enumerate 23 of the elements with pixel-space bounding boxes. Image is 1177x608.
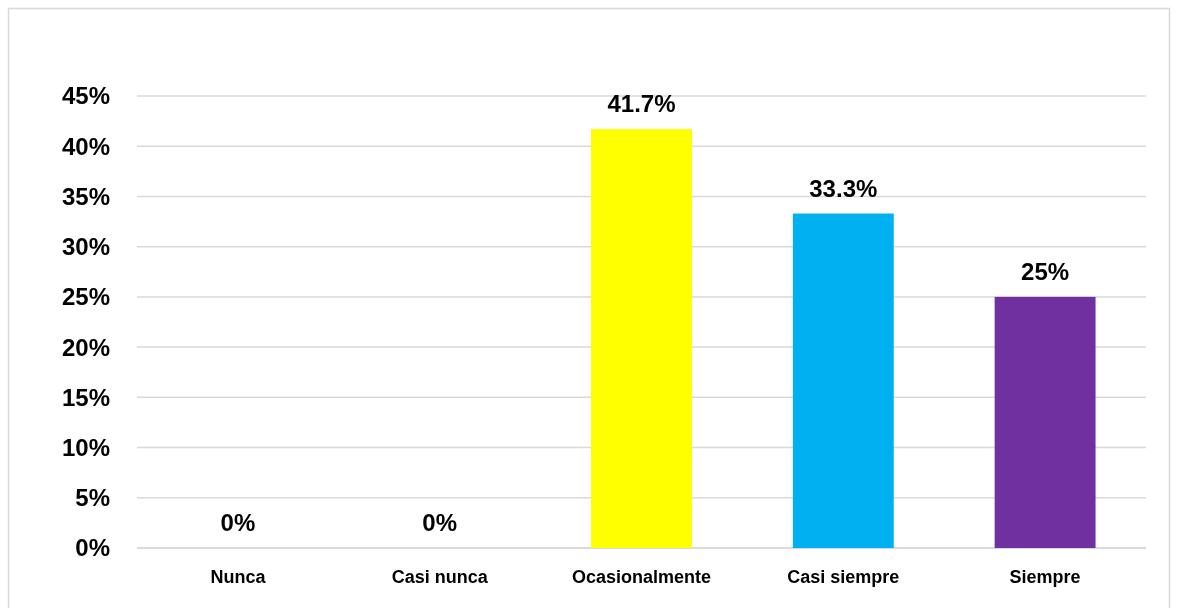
y-tick-label: 20% bbox=[61, 333, 110, 361]
bar bbox=[591, 129, 692, 548]
y-tick-label: 5% bbox=[75, 484, 110, 512]
y-tick-label: 30% bbox=[61, 233, 110, 261]
y-tick-label: 40% bbox=[61, 132, 110, 160]
data-label: 0% bbox=[220, 509, 256, 536]
bar bbox=[792, 213, 894, 548]
x-tick-label: Siempre bbox=[1009, 567, 1081, 588]
x-tick-label: Casi siempre bbox=[787, 567, 900, 588]
data-label: 33.3% bbox=[809, 174, 878, 202]
y-tick-label: 0% bbox=[75, 534, 110, 562]
data-label: 41.7% bbox=[607, 90, 676, 118]
y-tick-label: 15% bbox=[61, 383, 110, 411]
data-label: 0% bbox=[422, 509, 458, 536]
y-tick-label: 45% bbox=[61, 82, 110, 110]
data-label: 25% bbox=[1021, 257, 1070, 285]
y-tick-label: 10% bbox=[61, 433, 110, 461]
bar bbox=[994, 296, 1096, 548]
y-tick-label: 25% bbox=[61, 283, 110, 311]
x-tick-label: Casi nunca bbox=[391, 567, 489, 588]
x-tick-label: Ocasionalmente bbox=[571, 567, 712, 588]
x-tick-label: Nunca bbox=[210, 567, 267, 588]
y-tick-label: 35% bbox=[61, 182, 110, 210]
